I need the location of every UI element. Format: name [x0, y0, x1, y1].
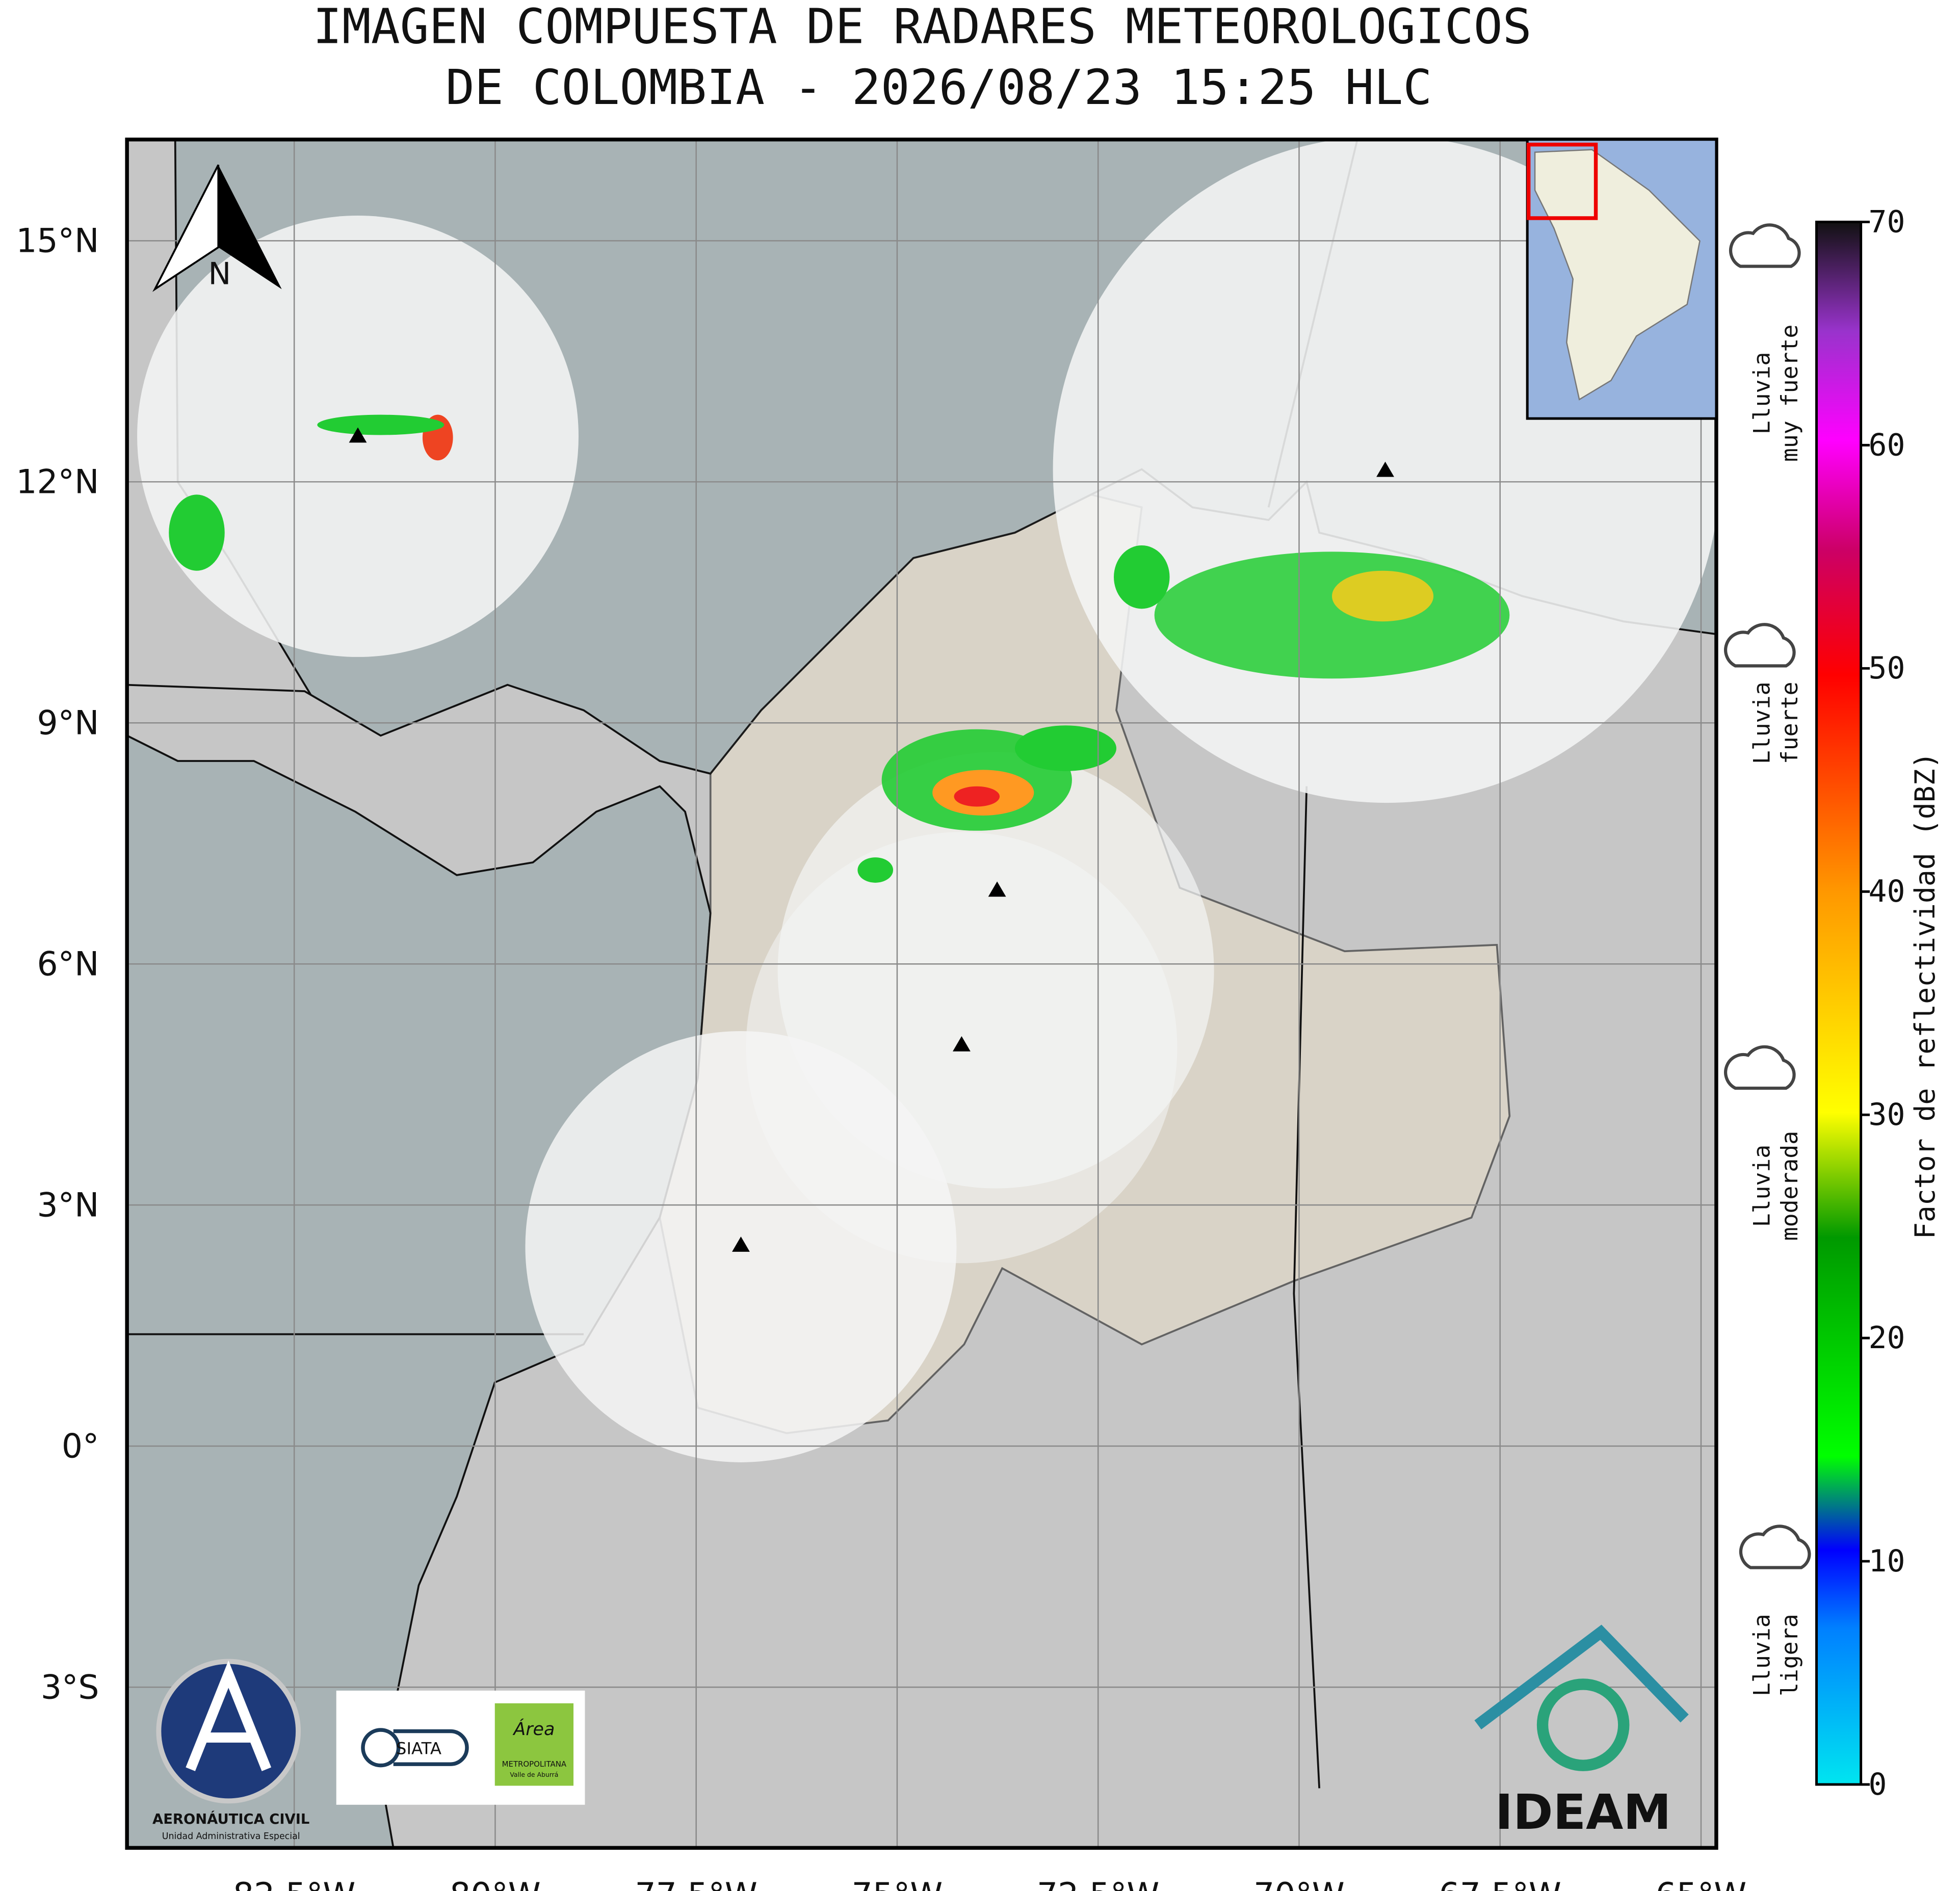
colorbar-tick-label: 40 [1869, 874, 1905, 909]
colorbar [1815, 220, 1863, 1786]
colorbar-tick-label: 0 [1869, 1767, 1887, 1802]
y-tick-label: 15°N [16, 222, 99, 260]
rain-category: moderada [1776, 1131, 1803, 1241]
x-tick-label: 67.5°W [1439, 1876, 1561, 1891]
x-tick-label: 65°W [1656, 1876, 1747, 1891]
rain-category: muy fuerte [1776, 325, 1803, 462]
colorbar-tick-label: 50 [1869, 651, 1905, 686]
x-tick-label: 80°W [450, 1876, 541, 1891]
y-tick-label: 0° [62, 1428, 99, 1466]
precipitation [169, 414, 1510, 883]
y-tick-label: 6°N [37, 946, 99, 984]
rain-category: Lluvia [1748, 681, 1775, 764]
title-line: IMAGEN COMPUESTA DE RADARES METEOROLOGIC… [313, 0, 1532, 55]
inset-map [1526, 138, 1718, 420]
logo-text: SIATA [396, 1739, 441, 1758]
north-label: N [208, 256, 231, 292]
logo-text: Área [512, 1718, 555, 1740]
x-tick-label: 82.5°W [233, 1876, 355, 1891]
y-tick-label: 3°N [37, 1187, 99, 1225]
logo-aerocivil: AERONÁUTICA CIVIL Unidad Administrativa … [152, 1659, 309, 1842]
colorbar-tick-label: 20 [1869, 1321, 1905, 1356]
logo-text: Valle de Aburrá [510, 1771, 558, 1778]
colorbar-tick-label: 70 [1869, 204, 1905, 240]
rain-category: ligera [1776, 1614, 1803, 1696]
y-tick-label: 9°N [37, 704, 99, 743]
x-tick-label: 77.5°W [635, 1876, 757, 1891]
logo-text: IDEAM [1495, 1784, 1671, 1841]
x-tick-label: 72.5°W [1037, 1876, 1159, 1891]
x-tick-label: 70°W [1253, 1876, 1345, 1891]
rain-category: Lluvia [1748, 1145, 1775, 1227]
y-tick-label: 12°N [16, 463, 99, 502]
colorbar-label: Factor de reflectividad (dBZ) [1909, 752, 1941, 1239]
x-tick-label: 75°W [852, 1876, 943, 1891]
logo-text: METROPOLITANA [502, 1759, 567, 1769]
logo-siata: SIATA Área METROPOLITANA Valle de Aburrá [336, 1690, 585, 1805]
title-line: DE COLOMBIA - 2026/08/23 15:25 HLC [446, 60, 1432, 116]
map-frame [125, 137, 1718, 1850]
graticule [127, 139, 1716, 1848]
colorbar-tick-label: 60 [1869, 428, 1905, 463]
map-body [127, 139, 1716, 1848]
north-arrow: N [152, 164, 282, 292]
logo-text: Unidad Administrativa Especial [162, 1831, 300, 1842]
y-tick-label: 3°S [41, 1668, 99, 1706]
colorbar-tick-label: 10 [1869, 1544, 1905, 1579]
rain-category: Lluvia [1748, 1614, 1775, 1696]
rain-category: fuerte [1776, 681, 1803, 764]
logo-ideam: IDEAM [1474, 1624, 1689, 1841]
colorbar-tick-label: 30 [1869, 1097, 1905, 1133]
rain-category: Lluvia [1748, 352, 1775, 435]
radar-sites [349, 427, 1394, 1252]
logo-text: AERONÁUTICA CIVIL [152, 1811, 309, 1827]
